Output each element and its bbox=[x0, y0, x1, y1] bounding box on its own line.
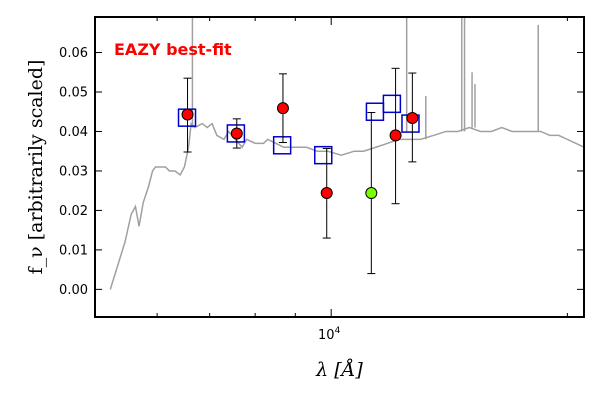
model-flux-square-4 bbox=[365, 102, 385, 121]
plot-frame bbox=[94, 16, 585, 318]
model-flux-square-1 bbox=[226, 124, 246, 143]
x-tick-label-0: 104 bbox=[318, 326, 341, 343]
observed-flux-point-2 bbox=[276, 102, 289, 115]
model-flux-square-5 bbox=[382, 94, 402, 114]
model-flux-square-3 bbox=[314, 145, 333, 165]
plot-area bbox=[109, 17, 584, 290]
annotation-eazy-best-fit: EAZY best-fit bbox=[114, 40, 232, 59]
observed-flux-point-3 bbox=[320, 187, 333, 200]
observed-flux-point-0 bbox=[181, 108, 194, 121]
observed-flux-point-4 bbox=[365, 187, 378, 200]
y-tick-label-1: 0.01 bbox=[59, 243, 88, 258]
y-tick-label-0: 0.00 bbox=[59, 283, 88, 298]
x-tick-label-exponent-0: 4 bbox=[335, 326, 341, 336]
y-tick-label-4: 0.04 bbox=[59, 125, 88, 140]
template-spectrum-line bbox=[109, 121, 584, 290]
y-tick-label-3: 0.03 bbox=[59, 164, 88, 179]
axis-ticks bbox=[95, 17, 584, 317]
y-tick-label-5: 0.05 bbox=[59, 86, 88, 101]
y-tick-label-2: 0.02 bbox=[59, 204, 88, 219]
observed-flux-point-6 bbox=[406, 112, 419, 125]
y-tick-label-6: 0.06 bbox=[59, 46, 88, 61]
observed-flux-point-5 bbox=[389, 129, 402, 142]
axis-tick-labels: 0.00 0.01 0.02 0.03 0.04 0.05 0.06 104 bbox=[59, 46, 341, 343]
x-axis-label: λ [Å] bbox=[315, 359, 363, 381]
observed-flux-point-1 bbox=[230, 127, 243, 140]
y-axis-label: f_ν [arbitrarily scaled] bbox=[25, 60, 47, 275]
model-flux-square-2 bbox=[272, 136, 292, 155]
